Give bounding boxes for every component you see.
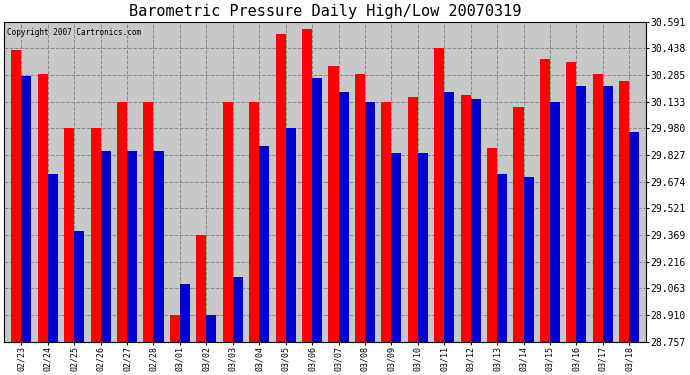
Bar: [127, 151, 137, 342]
Bar: [355, 74, 365, 342]
Bar: [391, 153, 402, 342]
Bar: [339, 92, 348, 342]
Bar: [497, 174, 507, 342]
Bar: [434, 48, 444, 342]
Bar: [629, 132, 639, 342]
Bar: [286, 128, 296, 342]
Bar: [21, 76, 31, 342]
Bar: [328, 66, 339, 342]
Bar: [223, 102, 233, 342]
Bar: [249, 102, 259, 342]
Bar: [408, 97, 418, 342]
Bar: [550, 102, 560, 342]
Bar: [197, 235, 206, 342]
Bar: [90, 128, 101, 342]
Bar: [302, 29, 312, 342]
Bar: [540, 58, 550, 342]
Bar: [275, 34, 286, 342]
Bar: [117, 102, 127, 342]
Bar: [576, 87, 586, 342]
Bar: [180, 284, 190, 342]
Bar: [153, 151, 164, 342]
Title: Barometric Pressure Daily High/Low 20070319: Barometric Pressure Daily High/Low 20070…: [129, 4, 522, 19]
Bar: [312, 78, 322, 342]
Bar: [487, 147, 497, 342]
Bar: [444, 92, 454, 342]
Bar: [593, 74, 603, 342]
Bar: [64, 128, 75, 342]
Bar: [206, 315, 217, 342]
Bar: [619, 81, 629, 342]
Bar: [471, 99, 481, 342]
Bar: [48, 174, 58, 342]
Bar: [566, 62, 576, 342]
Bar: [382, 102, 391, 342]
Bar: [11, 50, 21, 342]
Bar: [233, 277, 243, 342]
Bar: [418, 153, 428, 342]
Bar: [259, 146, 269, 342]
Bar: [101, 151, 110, 342]
Bar: [75, 231, 84, 342]
Bar: [365, 102, 375, 342]
Bar: [170, 315, 180, 342]
Text: Copyright 2007 Cartronics.com: Copyright 2007 Cartronics.com: [8, 28, 141, 37]
Bar: [144, 102, 153, 342]
Bar: [524, 177, 533, 342]
Bar: [513, 107, 524, 342]
Bar: [603, 87, 613, 342]
Bar: [461, 95, 471, 342]
Bar: [38, 74, 48, 342]
